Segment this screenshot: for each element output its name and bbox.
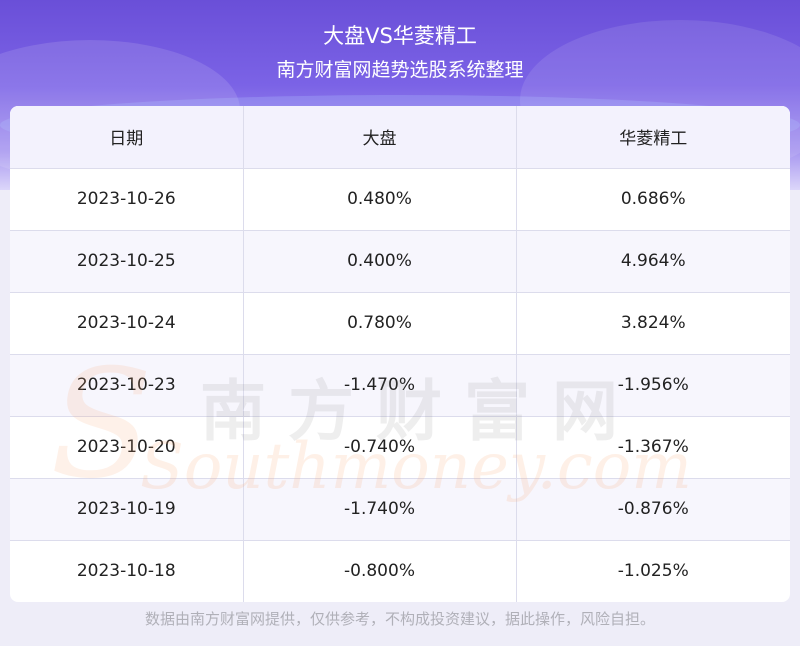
table-row: 2023-10-26 0.480% 0.686% — [10, 168, 790, 231]
page-title: 大盘VS华菱精工 — [323, 24, 477, 48]
date-cell: 2023-10-23 — [10, 354, 244, 417]
market-change-cell: 0.400% — [243, 230, 517, 293]
stock-change-cell: -1.367% — [516, 416, 790, 479]
table-row: 2023-10-24 0.780% 3.824% — [10, 292, 790, 355]
table-header-row: 日期 大盘 华菱精工 — [10, 106, 790, 169]
table-row: 2023-10-25 0.400% 4.964% — [10, 230, 790, 293]
table-row: 2023-10-19 -1.740% -0.876% — [10, 478, 790, 541]
comparison-table: 日期 大盘 华菱精工 2023-10-26 0.480% 0.686% 2023… — [10, 106, 790, 602]
date-cell: 2023-10-25 — [10, 230, 244, 293]
market-change-cell: -1.740% — [243, 478, 517, 541]
table-row: 2023-10-23 -1.470% -1.956% — [10, 354, 790, 417]
stock-change-cell: -0.876% — [516, 478, 790, 541]
date-cell: 2023-10-19 — [10, 478, 244, 541]
stock-change-cell: 4.964% — [516, 230, 790, 293]
market-change-cell: -0.800% — [243, 540, 517, 602]
market-change-cell: 0.480% — [243, 168, 517, 231]
date-cell: 2023-10-20 — [10, 416, 244, 479]
comparison-table-card: 日期 大盘 华菱精工 2023-10-26 0.480% 0.686% 2023… — [10, 106, 790, 602]
market-change-cell: -1.470% — [243, 354, 517, 417]
stock-change-cell: 3.824% — [516, 292, 790, 355]
table-row: 2023-10-18 -0.800% -1.025% — [10, 540, 790, 602]
column-header-market: 大盘 — [243, 106, 517, 169]
date-cell: 2023-10-26 — [10, 168, 244, 231]
stock-change-cell: -1.025% — [617, 561, 689, 582]
market-change-cell: 0.780% — [243, 292, 517, 355]
stock-change-cell: -1.956% — [516, 354, 790, 417]
column-header-stock: 华菱精工 — [516, 106, 790, 169]
stock-change-cell: 0.686% — [516, 168, 790, 231]
column-header-date: 日期 — [10, 106, 244, 169]
date-cell: 2023-10-24 — [10, 292, 244, 355]
page-subtitle: 南方财富网趋势选股系统整理 — [276, 59, 524, 81]
title-block: 大盘VS华菱精工 南方财富网趋势选股系统整理 — [0, 20, 800, 86]
table-row: 2023-10-20 -0.740% -1.367% — [10, 416, 790, 479]
footer-disclaimer: 数据由南方财富网提供，仅供参考，不构成投资建议，据此操作，风险自担。 — [144, 610, 655, 628]
date-cell: 2023-10-18 — [10, 540, 244, 602]
market-change-cell: -0.740% — [243, 416, 517, 479]
